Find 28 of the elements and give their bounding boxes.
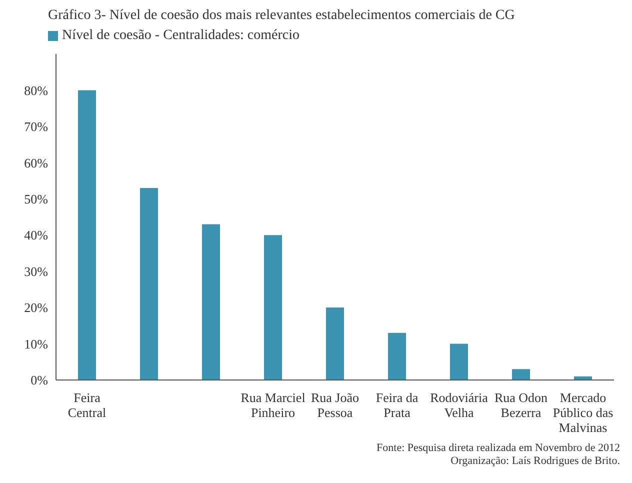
y-tick-label: 10% (24, 336, 48, 352)
legend-label: Nível de coesão - Centralidades: comércio (62, 28, 300, 43)
x-tick-label: Feira da Prata (376, 390, 418, 420)
x-tick-label: Rua Odon Bezerra (494, 390, 548, 420)
bar (264, 235, 282, 380)
bar (78, 90, 96, 380)
chart-title: Gráfico 3- Nível de coesão dos mais relevantes estabelecimentos comerciais de CG (47, 8, 516, 24)
y-tick-label: 70% (24, 119, 48, 134)
y-tick-label: 50% (24, 192, 48, 207)
bar (326, 308, 344, 380)
text: Organização: Laís Rodrigues de Brito. (450, 455, 620, 468)
x-tick-label: Rua João Pessoa (310, 390, 360, 420)
y-tick-label: 80% (24, 82, 48, 98)
y-tick-label: 40% (24, 228, 48, 243)
bar (388, 332, 406, 380)
x-tick-label: Mercado Público das Malvinas (552, 390, 614, 435)
y-tick-label: 0% (30, 372, 48, 388)
bar (512, 369, 530, 380)
bar (202, 224, 220, 380)
x-tick-label: Feira Central (68, 390, 107, 420)
y-tick-label: 60% (24, 155, 48, 170)
x-tick-label: Rua Marciel Pinheiro (240, 390, 306, 420)
y-tick-label: 30% (24, 264, 48, 279)
bar (140, 188, 158, 380)
bar (450, 344, 468, 380)
y-tick-label: 20% (24, 300, 48, 316)
x-tick-label: Rodoviária Velha (430, 390, 488, 420)
source-note: Fonte: Pesquisa direta realizada em Novembro de 2012 (376, 442, 620, 455)
